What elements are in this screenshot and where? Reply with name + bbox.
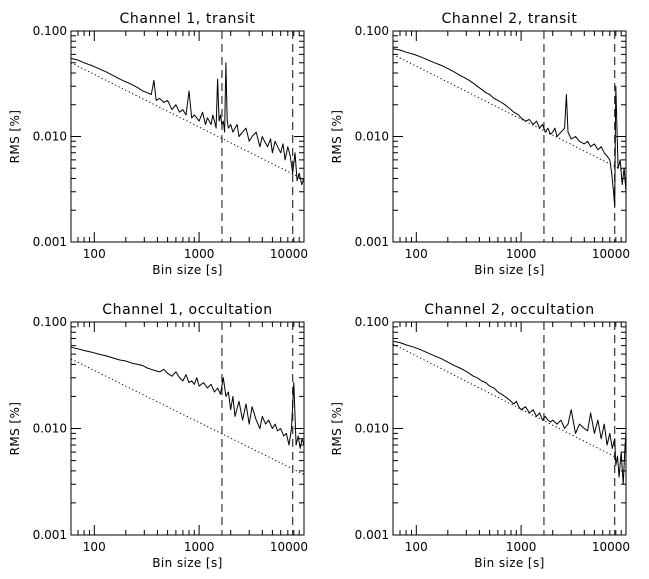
y-tick-label: 0.010 (355, 422, 389, 436)
y-tick-label: 0.100 (33, 24, 67, 38)
y-axis-label: RMS [%] (330, 110, 344, 164)
x-axis-label: Bin size [s] (152, 556, 222, 570)
model-line (392, 343, 627, 463)
plot-frame (392, 321, 627, 536)
x-tick-label: 1000 (184, 247, 215, 261)
x-tick-label: 100 (405, 540, 428, 554)
x-tick-label: 1000 (184, 540, 215, 554)
chart-title: Channel 1, transit (120, 11, 256, 27)
y-tick-label: 0.010 (355, 130, 389, 144)
axis-ticks (392, 322, 627, 536)
axis-ticks (70, 322, 305, 536)
y-tick-label: 0.100 (355, 315, 389, 329)
y-axis-label: RMS [%] (8, 402, 22, 456)
plot-frame (392, 30, 627, 243)
x-tick-label: 100 (83, 540, 106, 554)
x-tick-label: 10000 (270, 540, 308, 554)
x-tick-label: 10000 (270, 247, 308, 261)
chart-panel-1: Channel 1, transit 100 1000 10000 0.001 0.010… (8, 11, 308, 277)
y-tick-label: 0.001 (355, 528, 389, 542)
rms-series-line (70, 57, 305, 186)
plot-frame (70, 30, 305, 243)
plot-frame (70, 321, 305, 536)
model-line (392, 53, 627, 173)
model-line (70, 62, 305, 181)
tick-marks (70, 31, 305, 243)
rms-series-line (392, 340, 627, 485)
y-tick-label: 0.001 (33, 528, 67, 542)
axis-ticks (70, 31, 305, 243)
y-tick-label: 0.010 (33, 422, 67, 436)
y-tick-label: 0.100 (33, 315, 67, 329)
chart-panel-4: Channel 2, occultation 100 1000 10000 0.001 0… (330, 302, 630, 570)
chart-title: Channel 1, occultation (102, 302, 273, 318)
y-tick-label: 0.010 (33, 130, 67, 144)
chart-panel-3: Channel 1, occultation 100 1000 10000 0.001 0… (8, 302, 308, 570)
rms-series-line (392, 48, 627, 207)
x-axis-label: Bin size [s] (474, 556, 544, 570)
y-tick-label: 0.001 (355, 235, 389, 249)
x-tick-label: 100 (405, 247, 428, 261)
x-tick-label: 10000 (592, 247, 630, 261)
tick-marks (392, 31, 627, 243)
model-line (70, 358, 305, 475)
axis-ticks (392, 31, 627, 243)
x-tick-label: 100 (83, 247, 106, 261)
tick-marks (70, 322, 305, 536)
y-tick-label: 0.100 (355, 24, 389, 38)
x-axis-label: Bin size [s] (474, 263, 544, 277)
y-axis-label: RMS [%] (330, 402, 344, 456)
rms-series-line (70, 346, 305, 449)
chart-title: Channel 2, transit (442, 11, 578, 27)
chart-title: Channel 2, occultation (424, 302, 595, 318)
x-tick-label: 10000 (592, 540, 630, 554)
x-axis-label: Bin size [s] (152, 263, 222, 277)
y-tick-label: 0.001 (33, 235, 67, 249)
x-tick-label: 1000 (506, 247, 537, 261)
y-axis-label: RMS [%] (8, 110, 22, 164)
chart-panel-2: Channel 2, transit 100 1000 10000 0.001 0.010… (330, 11, 630, 277)
x-tick-label: 1000 (506, 540, 537, 554)
tick-marks (392, 322, 627, 536)
